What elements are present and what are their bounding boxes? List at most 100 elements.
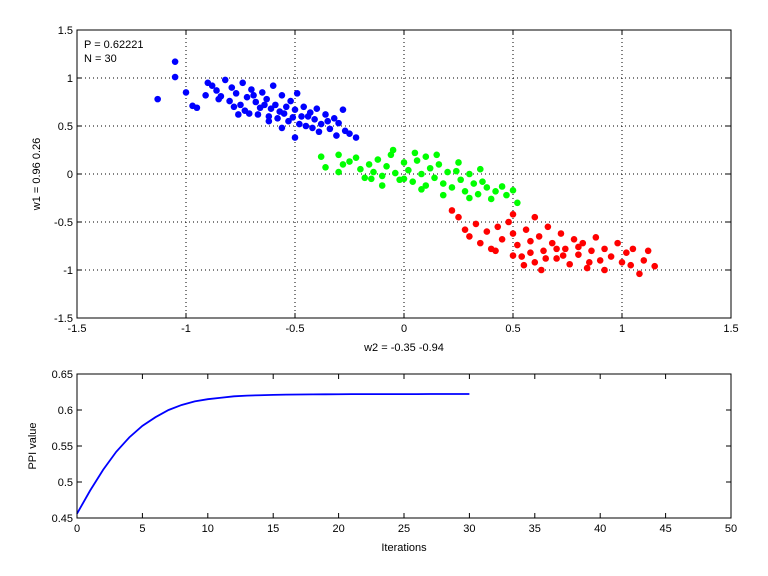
scatter-point-cluster-1 [282,103,290,111]
scatter-point-cluster-1 [267,105,275,113]
line-x-tick-label: 45 [659,523,671,535]
ppi-value-line [76,393,470,515]
line-x-ticks: 0 5 10 15 20 25 30 35 40 45 50 [74,374,737,535]
scatter-point-cluster-2 [448,184,456,191]
scatter-point-cluster-1 [298,113,305,120]
scatter-y-ticks: -1.5 -1 -0.5 0 0.5 1 1.5 [54,25,731,325]
scatter-point-cluster-3 [627,261,635,269]
scatter-point-cluster-3 [544,223,552,231]
line-x-tick-label: 50 [725,523,737,535]
line-x-tick-label: 35 [529,523,541,535]
scatter-point-cluster-3 [588,247,595,255]
scatter-point-cluster-2 [400,175,408,183]
line-x-tick-label: 25 [398,523,410,535]
scatter-point-cluster-3 [466,233,473,240]
scatter-point-cluster-2 [498,183,506,190]
scatter-point-cluster-3 [586,259,593,266]
line-x-tick-label: 40 [594,523,606,535]
scatter-point-cluster-1 [202,91,209,99]
scatter-point-cluster-3 [477,239,484,247]
scatter-point-cluster-2 [383,163,390,170]
line-y-ticks: 0.45 0.5 0.55 0.6 0.65 [52,369,731,525]
scatter-point-cluster-2 [492,187,499,195]
scatter-point-cluster-1 [221,76,229,84]
scatter-point-cluster-1 [208,82,216,89]
scatter-point-cluster-2 [378,172,386,180]
scatter-point-cluster-1 [241,107,249,114]
scatter-point-cluster-1 [274,115,281,122]
scatter-point-cluster-1 [230,103,238,111]
scatter-point-cluster-1 [287,97,294,105]
scatter-point-cluster-2 [361,174,369,182]
line-y-tick-label: 0.65 [52,369,73,381]
scatter-point-cluster-1 [272,101,279,109]
scatter-point-cluster-2 [346,158,353,165]
scatter-point-cluster-1 [291,106,299,113]
scatter-point-cluster-1 [346,130,353,137]
scatter-point-cluster-2 [439,180,447,187]
scatter-point-cluster-1 [352,134,360,141]
scatter-point-cluster-2 [422,153,430,161]
scatter-point-cluster-2 [509,187,517,194]
scatter-point-cluster-1 [243,93,251,101]
scatter-point-cluster-2 [426,164,434,172]
scatter-point-cluster-2 [466,194,473,202]
scatter-x-tick-label: 1.5 [723,323,738,335]
scatter-point-cluster-3 [514,241,521,249]
line-axes-background [77,374,731,518]
scatter-point-cluster-3 [483,228,491,235]
scatter-point-cluster-1 [293,90,301,97]
scatter-point-cluster-3 [518,253,526,260]
scatter-point-cluster-1 [263,95,270,103]
scatter-point-cluster-2 [503,191,510,199]
scatter-point-cluster-1 [171,58,179,65]
annotation-n-value: N = 30 [84,53,117,65]
scatter-point-cluster-1 [285,117,292,125]
line-y-tick-label: 0.5 [58,477,73,489]
scatter-point-cluster-2 [453,167,460,175]
scatter-point-cluster-3 [607,253,615,260]
scatter-point-cluster-1 [259,89,266,96]
scatter-point-cluster-3 [492,247,499,255]
scatter-point-cluster-1 [339,106,347,113]
scatter-point-cluster-2 [418,186,425,193]
scatter-y-axis-label: w1 = 0.96 0.26 [31,138,43,211]
line-x-axis-label: Iterations [381,542,427,554]
scatter-x-axis-label: w2 = -0.35 -0.94 [363,342,444,354]
scatter-point-cluster-1 [291,134,299,141]
scatter-point-cluster-2 [474,190,482,198]
scatter-point-cluster-2 [339,161,347,168]
scatter-point-cluster-3 [509,211,517,218]
scatter-point-cluster-3 [596,257,604,264]
line-y-tick-label: 0.55 [52,441,73,453]
scatter-point-cluster-3 [448,207,456,214]
scatter-point-cluster-1 [237,101,244,109]
scatter-point-cluster-3 [575,243,582,251]
scatter-point-cluster-1 [248,86,255,93]
scatter-point-cluster-1 [278,124,286,132]
scatter-x-tick-label: -1.5 [68,323,87,335]
scatter-point-cluster-2 [483,184,491,191]
scatter-y-tick-label: -1 [63,265,73,277]
scatter-point-cluster-1 [330,115,338,122]
scatter-point-cluster-1 [315,128,323,136]
scatter-x-tick-label: -1 [181,323,191,335]
scatter-point-cluster-3 [520,261,528,269]
scatter-point-cluster-3 [527,237,534,245]
scatter-point-cluster-2 [374,156,382,163]
scatter-point-cluster-1 [304,113,312,120]
scatter-point-cluster-3 [472,220,480,228]
scatter-point-cluster-2 [455,159,462,166]
line-x-tick-label: 5 [139,523,145,535]
scatter-point-cluster-3 [455,213,462,221]
scatter-point-cluster-1 [182,89,190,96]
scatter-point-cluster-2 [461,187,469,195]
scatter-point-cluster-3 [535,233,543,240]
line-y-axis-label: PPI value [27,422,39,469]
scatter-point-cluster-3 [522,226,530,233]
scatter-point-cluster-1 [215,95,222,103]
scatter-point-cluster-2 [514,199,521,207]
scatter-point-cluster-1 [154,95,161,103]
scatter-point-cluster-2 [317,153,325,161]
scatter-y-tick-label: 0.5 [58,121,73,133]
